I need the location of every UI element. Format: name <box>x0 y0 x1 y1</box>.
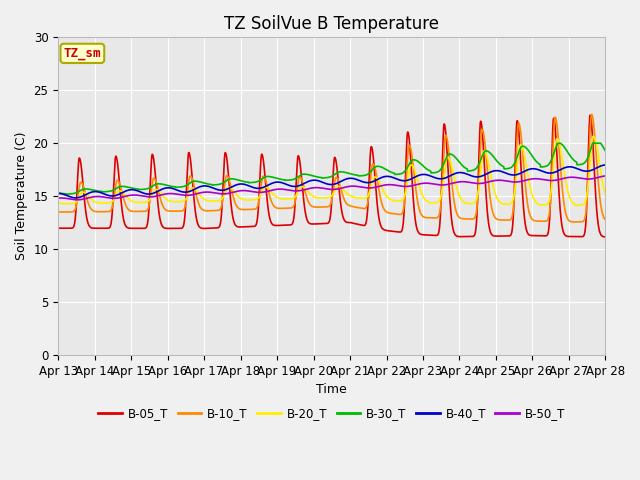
B-10_T <box>54 209 62 215</box>
Line: B-05_T: B-05_T <box>58 115 605 237</box>
B-50_T <box>569 174 577 180</box>
B-30_T <box>54 190 62 196</box>
B-10_T <box>568 219 576 225</box>
B-50_T <box>602 173 609 179</box>
B-10_T <box>588 111 595 117</box>
B-10_T <box>570 219 577 225</box>
Title: TZ SoilVue B Temperature: TZ SoilVue B Temperature <box>224 15 439 33</box>
Line: B-20_T: B-20_T <box>58 136 605 205</box>
B-30_T <box>348 171 356 177</box>
B-05_T <box>491 233 499 239</box>
B-05_T <box>54 225 62 231</box>
B-50_T <box>207 190 215 195</box>
B-20_T <box>602 192 609 197</box>
Legend: B-05_T, B-10_T, B-20_T, B-30_T, B-40_T, B-50_T: B-05_T, B-10_T, B-20_T, B-30_T, B-40_T, … <box>93 402 570 425</box>
B-30_T <box>360 173 367 179</box>
B-10_T <box>491 214 499 220</box>
B-30_T <box>491 156 499 161</box>
B-30_T <box>207 181 215 187</box>
B-05_T <box>553 154 561 160</box>
Line: B-50_T: B-50_T <box>58 176 605 200</box>
B-20_T <box>54 200 62 205</box>
B-30_T <box>554 142 561 147</box>
B-40_T <box>569 164 577 170</box>
B-20_T <box>572 203 579 208</box>
B-20_T <box>568 199 576 205</box>
B-40_T <box>54 191 62 196</box>
B-40_T <box>554 168 561 174</box>
B-40_T <box>72 195 79 201</box>
X-axis label: Time: Time <box>316 384 347 396</box>
B-10_T <box>553 122 561 128</box>
B-20_T <box>553 136 561 142</box>
B-20_T <box>491 189 499 195</box>
B-10_T <box>360 205 367 211</box>
B-30_T <box>63 192 70 197</box>
B-30_T <box>569 156 577 162</box>
B-20_T <box>348 193 355 199</box>
Text: TZ_sm: TZ_sm <box>63 47 101 60</box>
Line: B-10_T: B-10_T <box>58 114 605 222</box>
B-05_T <box>586 112 594 118</box>
B-05_T <box>360 223 367 228</box>
B-40_T <box>207 184 215 190</box>
Line: B-30_T: B-30_T <box>58 143 605 194</box>
B-30_T <box>602 148 609 154</box>
Line: B-40_T: B-40_T <box>58 165 605 198</box>
B-20_T <box>360 195 367 201</box>
B-50_T <box>360 185 367 191</box>
B-40_T <box>602 162 609 168</box>
B-05_T <box>568 234 576 240</box>
B-40_T <box>348 175 356 181</box>
B-30_T <box>554 140 562 146</box>
B-10_T <box>602 217 609 223</box>
B-50_T <box>554 177 561 183</box>
B-20_T <box>207 198 214 204</box>
B-20_T <box>589 133 597 139</box>
B-05_T <box>207 225 214 231</box>
B-10_T <box>348 204 355 209</box>
B-05_T <box>602 234 609 240</box>
Y-axis label: Soil Temperature (C): Soil Temperature (C) <box>15 132 28 261</box>
B-05_T <box>348 220 355 226</box>
B-50_T <box>54 195 62 201</box>
B-40_T <box>491 168 499 174</box>
B-50_T <box>491 178 499 183</box>
B-40_T <box>360 179 367 185</box>
B-50_T <box>348 183 356 189</box>
B-50_T <box>74 197 81 203</box>
B-10_T <box>207 208 214 214</box>
